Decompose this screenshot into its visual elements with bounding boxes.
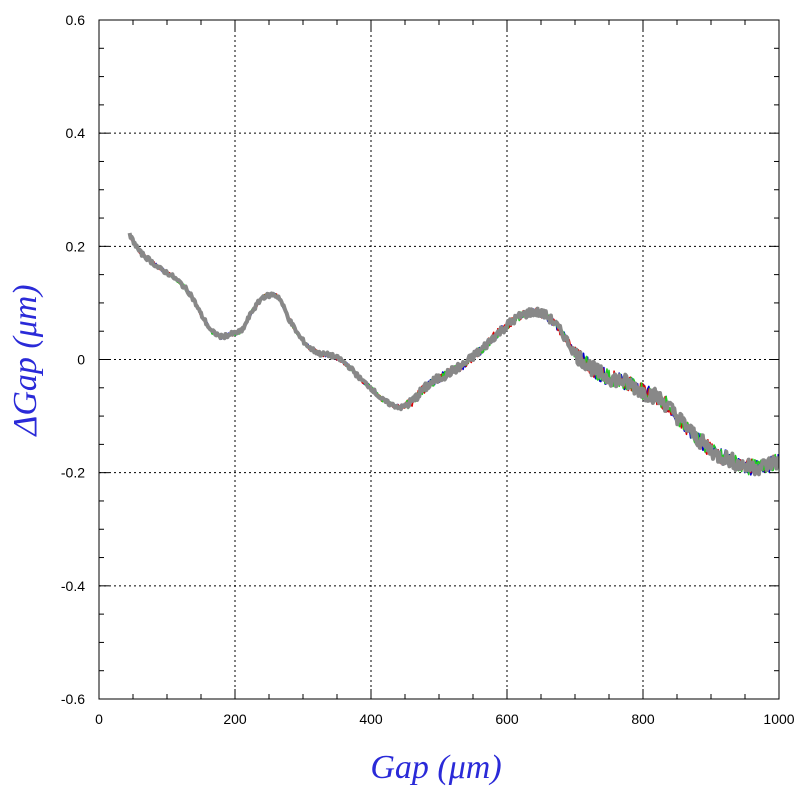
y-tick-label: -0.2 bbox=[61, 465, 85, 481]
y-tick-labels: -0.6 -0.4 -0.2 0 0.2 0.4 0.6 bbox=[61, 12, 85, 707]
series-line bbox=[128, 234, 780, 475]
y-tick-label: 0.6 bbox=[66, 12, 86, 28]
series-line bbox=[129, 235, 780, 476]
x-tick-label: 600 bbox=[495, 711, 519, 727]
y-tick-label: -0.4 bbox=[61, 578, 85, 594]
x-tick-label: 200 bbox=[223, 711, 247, 727]
y-tick-label: 0.4 bbox=[66, 125, 86, 141]
x-axis-label: Gap (μm) bbox=[370, 749, 501, 786]
y-tick-label: 0 bbox=[77, 352, 85, 368]
x-tick-label: 400 bbox=[359, 711, 383, 727]
series-line bbox=[127, 232, 780, 477]
series-line bbox=[128, 234, 780, 476]
x-tick-label: 0 bbox=[95, 711, 103, 727]
grid-lines bbox=[99, 20, 779, 699]
data-series bbox=[127, 232, 780, 477]
x-tick-label: 1000 bbox=[763, 711, 794, 727]
x-tick-label: 800 bbox=[631, 711, 655, 727]
y-axis-label: ΔGap (μm) bbox=[7, 284, 44, 437]
y-tick-label: 0.2 bbox=[66, 238, 86, 254]
x-tick-labels: 0 200 400 600 800 1000 bbox=[95, 711, 795, 727]
y-tick-label: -0.6 bbox=[61, 691, 85, 707]
plot-frame bbox=[98, 19, 780, 700]
